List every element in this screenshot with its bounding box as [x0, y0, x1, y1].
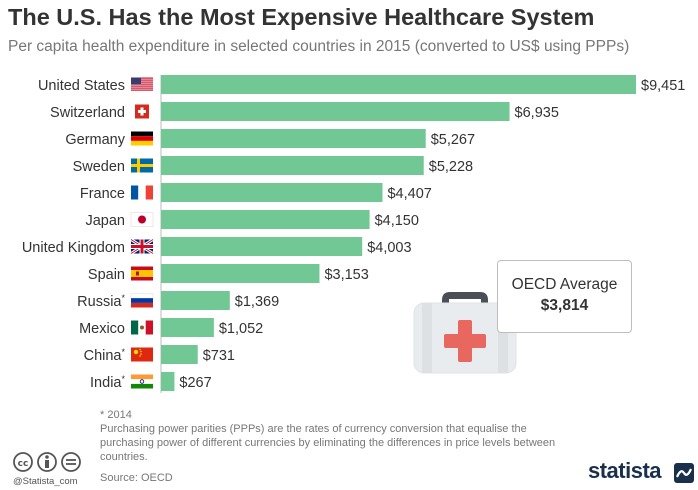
category-label: Spain	[88, 267, 125, 283]
statista-logo[interactable]: statista	[588, 458, 662, 483]
value-label: $4,003	[367, 240, 411, 256]
mx-flag-icon	[131, 320, 153, 335]
category-label: Germany	[65, 132, 125, 148]
bar-china	[161, 345, 198, 364]
ch-flag-icon	[135, 104, 149, 119]
se-flag-icon	[131, 158, 153, 173]
value-label: $1,052	[219, 321, 263, 337]
category-label: France	[80, 186, 125, 202]
category-label: Japan	[85, 213, 125, 229]
fr-flag-icon	[131, 185, 153, 200]
value-label: $4,407	[387, 186, 431, 202]
ru-flag-icon	[130, 293, 154, 308]
creative-commons-icons[interactable]: cc	[12, 451, 84, 473]
bar-japan	[161, 210, 370, 229]
bar-switzerland	[161, 102, 510, 121]
category-label: Mexico	[79, 321, 125, 337]
bar-sweden	[161, 156, 424, 175]
bar-india	[161, 372, 175, 391]
no-derivatives-icon	[61, 452, 81, 472]
category-label: United Kingdom	[22, 240, 125, 256]
category-label: Russia*	[77, 293, 125, 310]
value-label: $3,153	[324, 267, 368, 283]
bar-united-states	[161, 75, 636, 94]
us-flag-icon	[131, 77, 153, 91]
oecd-average-value: $3,814	[540, 297, 589, 314]
category-label: United States	[38, 78, 125, 94]
gb-flag-icon	[130, 238, 154, 255]
in-flag-icon	[131, 374, 153, 389]
first-aid-kit-icon	[413, 292, 517, 374]
footnote-text: Purchasing power parities (PPPs) are the…	[100, 423, 556, 463]
bar-mexico	[161, 318, 214, 337]
category-label: Sweden	[73, 159, 125, 175]
cc-icon	[13, 452, 33, 472]
category-label: Switzerland	[50, 105, 125, 121]
bar-france	[161, 183, 383, 202]
value-label: $9,451	[641, 78, 685, 94]
value-label: $5,228	[429, 159, 473, 175]
bar-germany	[161, 129, 426, 148]
jp-flag-icon	[130, 212, 154, 227]
source-note: Source: OECD	[100, 472, 173, 484]
value-label: $267	[179, 375, 211, 391]
chart-subtitle: Per capita health expenditure in selecte…	[8, 38, 630, 55]
bar-chart: $9,451 United States $6,935 Switzerland $5,2…	[22, 75, 685, 393]
category-label: India*	[90, 374, 125, 391]
bar-russia	[161, 291, 230, 310]
category-label: China*	[84, 347, 126, 364]
bar-spain	[161, 264, 320, 283]
cn-flag-icon	[131, 347, 153, 362]
value-label: $1,369	[235, 294, 279, 310]
value-label: $731	[203, 348, 235, 364]
statista-handle[interactable]: @Statista_com	[13, 476, 78, 487]
footnote-asterisk: * 2014	[100, 409, 132, 421]
attribution-icon	[37, 452, 57, 472]
svg-text:cc: cc	[18, 459, 29, 469]
chart-title: The U.S. Has the Most Expensive Healthca…	[8, 4, 595, 30]
oecd-average-callout: OECD Average $3,814	[497, 260, 632, 333]
oecd-average-label: OECD Average	[511, 276, 618, 293]
es-flag-icon	[131, 266, 153, 281]
value-label: $6,935	[515, 105, 559, 121]
bar-united-kingdom	[161, 237, 363, 256]
de-flag-icon	[131, 131, 153, 146]
value-label: $5,267	[431, 132, 475, 148]
statista-logo-icon	[674, 463, 694, 483]
value-label: $4,150	[375, 213, 419, 229]
footnote: * 2014 Purchasing power parities (PPPs) …	[100, 408, 570, 464]
